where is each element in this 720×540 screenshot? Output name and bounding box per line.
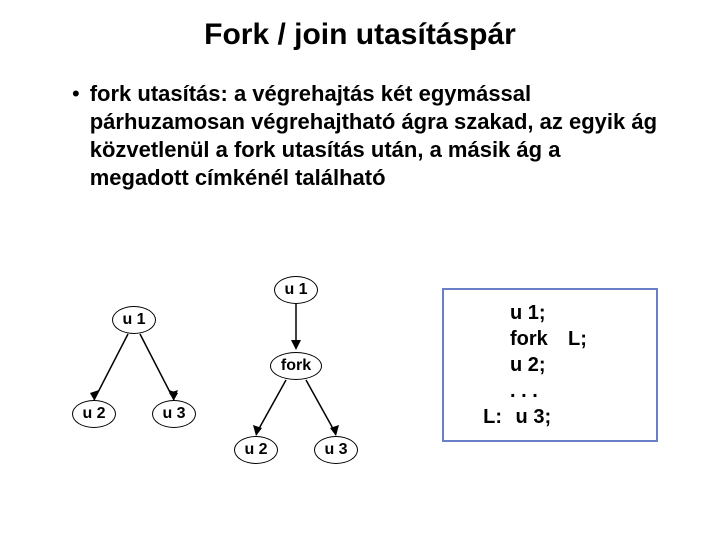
code-line: . . . xyxy=(460,378,634,404)
node-u1-right: u 1 xyxy=(274,276,318,304)
code-label xyxy=(460,300,510,326)
code-stmt: u 2; xyxy=(510,352,568,378)
node-label: fork xyxy=(281,357,311,375)
code-arg xyxy=(568,378,604,404)
code-line: u 1; xyxy=(460,300,634,326)
bullet-dot: • xyxy=(72,80,80,108)
node-u2-right: u 2 xyxy=(234,436,278,464)
node-label: u 3 xyxy=(324,441,347,459)
bullet-text: fork utasítás: a végrehajtás két egymáss… xyxy=(90,80,660,192)
code-line: u 2; xyxy=(460,352,634,378)
code-arg xyxy=(568,352,604,378)
code-box: u 1; fork L; u 2; . . . L: u 3; xyxy=(442,288,658,442)
right-tree-edges xyxy=(0,250,420,510)
code-label xyxy=(460,352,510,378)
code-arg: L; xyxy=(568,326,604,352)
diagram-area: u 1 u 2 u 3 u 1 fork fork u 2 u 3 u 1; f xyxy=(0,250,720,540)
code-line: fork L; xyxy=(460,326,634,352)
node-label: u 2 xyxy=(244,441,267,459)
code-stmt: u 1; xyxy=(510,300,568,326)
node-label: u 1 xyxy=(284,281,307,299)
bullet-item: • fork utasítás: a végrehajtás két egymá… xyxy=(0,52,720,192)
code-label: L: xyxy=(460,404,510,430)
node-u3-right: u 3 xyxy=(314,436,358,464)
code-stmt: . . . xyxy=(510,378,568,404)
code-arg xyxy=(568,404,604,430)
code-stmt: fork xyxy=(510,326,568,352)
page-title: Fork / join utasításpár xyxy=(0,0,720,52)
code-label xyxy=(460,378,510,404)
node-fork: fork xyxy=(270,352,322,380)
code-arg xyxy=(568,300,604,326)
code-label xyxy=(460,326,510,352)
code-line: L: u 3; xyxy=(460,404,634,430)
code-stmt: u 3; xyxy=(510,404,568,430)
